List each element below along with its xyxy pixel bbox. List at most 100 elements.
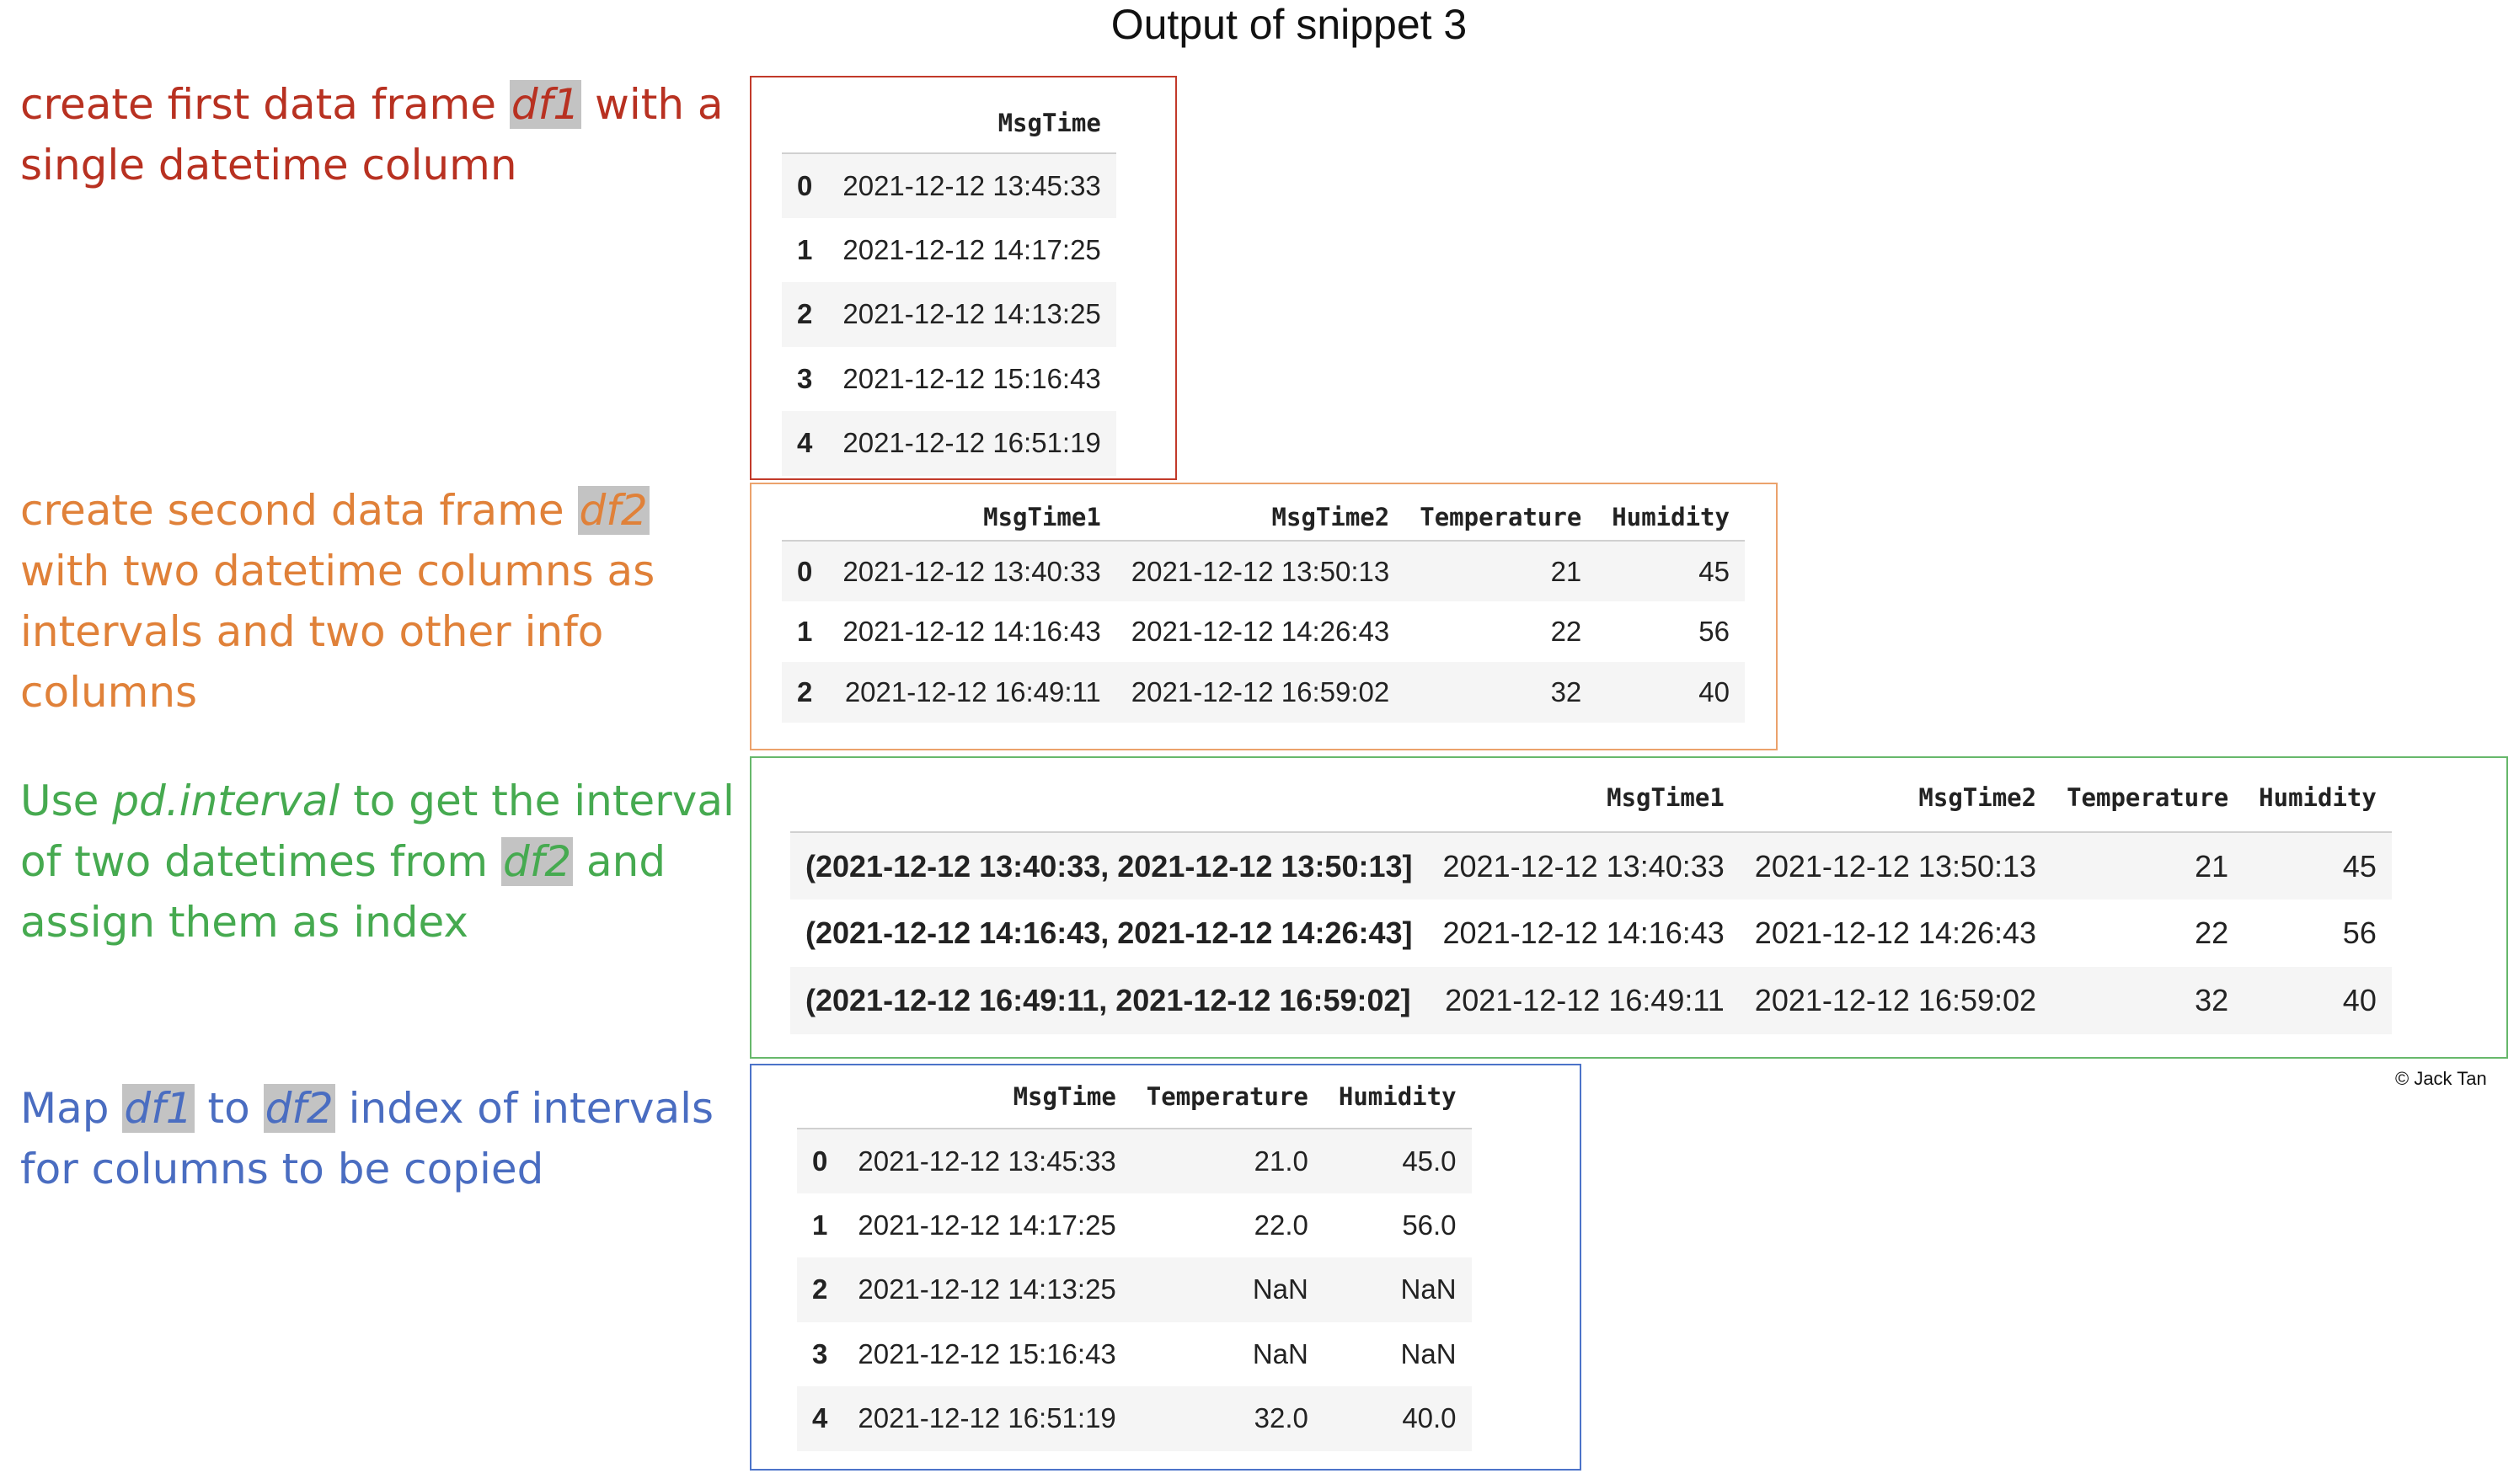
cell: 40 <box>2342 983 2377 1017</box>
caption-text: with a single datetime column <box>20 80 724 190</box>
row-index: 4 <box>797 427 813 459</box>
caption-text: Use <box>20 777 113 825</box>
cell: 2021-12-12 16:59:02 <box>1754 983 2037 1017</box>
column-header: MsgTime <box>827 93 1116 154</box>
cell: 2021-12-12 16:49:11 <box>1445 983 1725 1017</box>
cell: NaN <box>1400 1337 1457 1369</box>
cell: 2021-12-12 14:16:43 <box>1442 915 1725 950</box>
caption-interval: Use pd.interval to get the interval of t… <box>20 771 745 953</box>
page-title: Output of snippet 3 <box>1110 1 1468 48</box>
cell: NaN <box>1252 1273 1308 1305</box>
row-index: (2021-12-12 14:16:43, 2021-12-12 14:26:4… <box>805 915 1413 950</box>
index-header <box>782 494 828 542</box>
df2-frame <box>750 483 1778 750</box>
header-row: MsgTime1 MsgTime2 Temperature Humidity <box>782 494 1745 542</box>
row-index: 1 <box>812 1209 828 1241</box>
header-row: MsgTime <box>782 93 1116 154</box>
caption-text: and assign them as index <box>20 837 666 947</box>
caption-map: Map df1 to df2 index of intervals for co… <box>20 1078 745 1199</box>
column-header: MsgTime1 <box>1427 763 1740 833</box>
row-index: 0 <box>797 169 813 201</box>
table-row: 4 2021-12-12 16:51:19 32.0 40.0 <box>797 1386 1472 1451</box>
cell: 2021-12-12 13:40:33 <box>1442 848 1725 883</box>
cell: 21 <box>2195 848 2229 883</box>
cell: 22 <box>1550 616 1582 647</box>
caption-df2: create second data frame df2 with two da… <box>20 480 745 723</box>
column-header: MsgTime1 <box>827 494 1116 542</box>
cell: 2021-12-12 14:26:43 <box>1754 915 2037 950</box>
cell: 45 <box>2342 848 2377 883</box>
row-index: 2 <box>812 1273 828 1305</box>
cell: 2021-12-12 13:45:33 <box>858 1145 1116 1177</box>
cell: 2021-12-12 14:17:25 <box>858 1209 1116 1241</box>
df1-frame <box>750 76 1177 480</box>
caption-df1: create first data frame df1 with a singl… <box>20 74 745 195</box>
table-row: 1 2021-12-12 14:17:25 <box>782 218 1116 283</box>
row-index: 0 <box>797 555 813 587</box>
cell: 56 <box>2342 915 2377 950</box>
table-row: 0 2021-12-12 13:45:33 21.0 45.0 <box>797 1129 1472 1193</box>
cell: 32 <box>1550 676 1582 707</box>
table-row: (2021-12-12 14:16:43, 2021-12-12 14:26:4… <box>790 899 2392 967</box>
index-header <box>782 93 828 154</box>
column-header: MsgTime2 <box>1739 763 2052 833</box>
cell: 56 <box>1698 616 1730 647</box>
code-highlight: df1 <box>509 80 582 129</box>
index-header <box>797 1065 843 1129</box>
cell: 21.0 <box>1254 1145 1308 1177</box>
row-index: 3 <box>812 1337 828 1369</box>
cell: 56.0 <box>1402 1209 1457 1241</box>
cell: 32 <box>2195 983 2229 1017</box>
df1-table: MsgTime 0 2021-12-12 13:45:33 1 2021-12-12 1… <box>782 93 1116 476</box>
code-highlight: df1 <box>122 1084 195 1133</box>
cell: 2021-12-12 15:16:43 <box>842 362 1101 394</box>
cell: 2021-12-12 13:40:33 <box>842 555 1101 587</box>
cell: 2021-12-12 14:13:25 <box>858 1273 1116 1305</box>
cell: 21 <box>1550 555 1582 587</box>
table-row: 2 2021-12-12 14:13:25 <box>782 282 1116 347</box>
cell: 2021-12-12 16:51:19 <box>842 427 1101 459</box>
cell: 2021-12-12 13:50:13 <box>1754 848 2037 883</box>
caption-text: create second data frame <box>20 486 578 535</box>
caption-text: create first data frame <box>20 80 510 129</box>
row-index: 2 <box>797 298 813 330</box>
caption-text: Map <box>20 1084 123 1133</box>
cell: 2021-12-12 14:13:25 <box>842 298 1101 330</box>
df-mapped-table: MsgTime Temperature Humidity 0 2021-12-12 13… <box>797 1065 1472 1451</box>
table-row: 4 2021-12-12 16:51:19 <box>782 411 1116 476</box>
table-row: 0 2021-12-12 13:45:33 <box>782 153 1116 218</box>
credit: © Jack Tan <box>2395 1068 2487 1089</box>
column-header: Temperature <box>1404 494 1597 542</box>
cell: 2021-12-12 16:59:02 <box>1131 676 1390 707</box>
cell: 40 <box>1698 676 1730 707</box>
header-row: MsgTime Temperature Humidity <box>797 1065 1472 1129</box>
column-header: MsgTime2 <box>1115 494 1405 542</box>
row-index: (2021-12-12 16:49:11, 2021-12-12 16:59:0… <box>805 983 1411 1017</box>
cell: 22.0 <box>1254 1209 1308 1241</box>
cell: 2021-12-12 14:16:43 <box>842 616 1101 647</box>
df2-interval-table: MsgTime1 MsgTime2 Temperature Humidity (2021… <box>790 763 2392 1034</box>
column-header: MsgTime <box>842 1065 1131 1129</box>
cell: 2021-12-12 15:16:43 <box>858 1337 1116 1369</box>
cell: 45.0 <box>1402 1145 1457 1177</box>
cell: 2021-12-12 16:51:19 <box>858 1402 1116 1434</box>
row-index: (2021-12-12 13:40:33, 2021-12-12 13:50:1… <box>805 848 1413 883</box>
cell: 2021-12-12 14:17:25 <box>842 233 1101 265</box>
cell: 45 <box>1698 555 1730 587</box>
table-row: 1 2021-12-12 14:16:43 2021-12-12 14:26:43 2… <box>782 601 1745 662</box>
table-row: 2 2021-12-12 14:13:25 NaN NaN <box>797 1257 1472 1322</box>
table-row: (2021-12-12 13:40:33, 2021-12-12 13:50:1… <box>790 832 2392 899</box>
table-row: 2 2021-12-12 16:49:11 2021-12-12 16:59:02 3… <box>782 662 1745 723</box>
row-index: 1 <box>797 616 813 647</box>
code-highlight: df2 <box>500 837 574 886</box>
cell: 22 <box>2195 915 2229 950</box>
table-row: 3 2021-12-12 15:16:43 <box>782 347 1116 412</box>
table-row: 1 2021-12-12 14:17:25 22.0 56.0 <box>797 1193 1472 1258</box>
table-row: 3 2021-12-12 15:16:43 NaN NaN <box>797 1322 1472 1387</box>
code-highlight: df2 <box>577 486 650 535</box>
caption-text: to <box>194 1084 264 1133</box>
column-header: Temperature <box>2051 763 2244 833</box>
cell: 2021-12-12 16:49:11 <box>844 676 1101 707</box>
row-index: 0 <box>812 1145 828 1177</box>
cell: 2021-12-12 13:45:33 <box>842 169 1101 201</box>
